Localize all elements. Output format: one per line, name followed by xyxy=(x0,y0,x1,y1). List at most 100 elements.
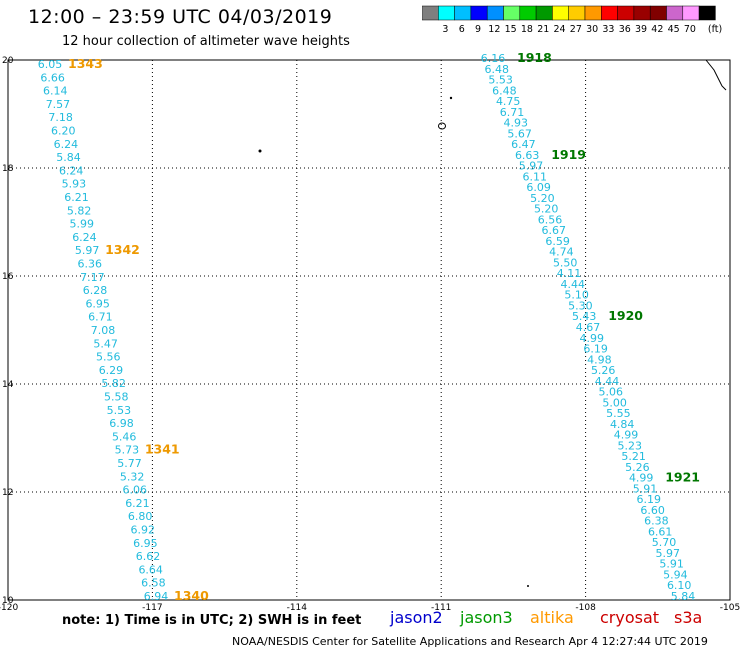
swh-label-jason3: 5.20 xyxy=(530,192,555,205)
swh-label-altika: 6.06 xyxy=(123,484,148,497)
time-label-altika: 1341 xyxy=(145,442,180,457)
time-label-altika: 1342 xyxy=(105,242,140,257)
swh-label-jason3: 5.67 xyxy=(507,127,532,140)
map-subtitle: 12 hour collection of altimeter wave hei… xyxy=(62,34,350,49)
map-frame xyxy=(7,59,731,601)
swh-label-jason3: 5.53 xyxy=(488,74,513,87)
legend-jason2: jason2 xyxy=(390,608,443,627)
legend-jason3: jason3 xyxy=(460,608,513,627)
swh-label-jason3: 5.50 xyxy=(553,256,578,269)
units-note: note: 1) Time is in UTC; 2) SWH is in fe… xyxy=(62,613,362,628)
swh-label-jason3: 6.56 xyxy=(538,213,563,226)
colorbar-tick-label: 27 xyxy=(570,24,582,35)
lat-tick-label: 20 xyxy=(2,56,14,66)
lat-tick-label: 14 xyxy=(2,380,14,390)
swh-label-jason3: 5.43 xyxy=(572,310,597,323)
lon-tick-label: -108 xyxy=(575,603,596,610)
swh-label-jason3: 6.47 xyxy=(511,138,536,151)
colorbar-tick-label: 39 xyxy=(635,24,647,35)
swh-label-jason3: 4.93 xyxy=(504,117,529,130)
swh-label-jason3: 6.11 xyxy=(523,170,548,183)
colorbar-tick-label: 45 xyxy=(668,24,680,35)
swh-label-altika: 5.82 xyxy=(67,204,92,217)
swh-label-jason3: 5.21 xyxy=(621,450,646,463)
swh-label-jason3: 5.10 xyxy=(564,289,589,302)
swh-label-jason3: 5.70 xyxy=(652,536,677,549)
swh-label-jason3: 4.99 xyxy=(580,332,605,345)
swh-label-altika: 6.20 xyxy=(51,125,76,138)
legend-altika: altika xyxy=(530,608,574,627)
swh-label-altika: 5.53 xyxy=(107,404,132,417)
legend-s3a: s3a xyxy=(674,608,703,627)
swh-label-jason3: 5.23 xyxy=(618,439,643,452)
time-label-altika: 1340 xyxy=(174,588,209,603)
swh-label-altika: 6.95 xyxy=(133,537,158,550)
swh-label-jason3: 5.55 xyxy=(606,407,631,420)
swh-label-jason3: 4.67 xyxy=(576,321,601,334)
swh-label-jason3: 5.97 xyxy=(656,547,681,560)
swh-label-altika: 6.24 xyxy=(54,138,79,151)
swh-label-jason3: 5.06 xyxy=(599,386,624,399)
swh-label-altika: 6.62 xyxy=(136,550,161,563)
colorbar-tick-label: 33 xyxy=(602,24,614,35)
swh-label-altika: 6.66 xyxy=(40,71,65,84)
swh-label-jason3: 6.48 xyxy=(492,84,517,97)
colorbar-tick-label: 12 xyxy=(488,24,500,35)
swh-label-altika: 5.73 xyxy=(115,444,140,457)
colorbar-unit: (ft) xyxy=(708,24,722,35)
colorbar-tick-label: 15 xyxy=(505,24,517,35)
swh-label-jason3: 6.09 xyxy=(526,181,551,194)
swh-label-jason3: 5.97 xyxy=(519,160,544,173)
time-label-jason3: 1918 xyxy=(517,50,552,65)
swh-label-altika: 6.58 xyxy=(141,577,166,590)
colorbar-tick-label: 36 xyxy=(619,24,631,35)
lat-tick-label: 16 xyxy=(2,272,14,282)
swh-label-altika: 5.93 xyxy=(62,178,87,191)
swh-label-jason3: 5.91 xyxy=(633,482,658,495)
swh-label-altika: 6.24 xyxy=(59,164,84,177)
swh-label-jason3: 6.10 xyxy=(667,579,692,592)
island-dot xyxy=(527,585,529,587)
swh-label-altika: 6.80 xyxy=(128,510,153,523)
swh-label-altika: 5.47 xyxy=(93,337,118,350)
swh-label-altika: 6.29 xyxy=(99,364,124,377)
lon-tick-label: -120 xyxy=(0,603,18,610)
swh-label-jason3: 5.30 xyxy=(568,299,593,312)
island-dot xyxy=(258,149,262,153)
colorbar-tick-label: 3 xyxy=(442,24,448,35)
colorbar-tick-label: 42 xyxy=(651,24,663,35)
swh-label-altika: 5.58 xyxy=(104,391,129,404)
lon-tick-label: -114 xyxy=(287,603,308,610)
swh-label-jason3: 5.00 xyxy=(602,396,627,409)
swh-label-altika: 6.98 xyxy=(109,417,134,430)
swh-label-altika: 6.21 xyxy=(64,191,89,204)
colorbar-tick-label: 6 xyxy=(459,24,465,35)
colorbar-tick-label: 21 xyxy=(537,24,549,35)
swh-label-altika: 5.82 xyxy=(101,377,126,390)
swh-label-altika: 6.71 xyxy=(88,311,113,324)
swh-label-jason3: 4.44 xyxy=(561,278,586,291)
swh-label-jason3: 4.99 xyxy=(629,472,654,485)
swh-label-jason3: 6.67 xyxy=(542,224,567,237)
swh-label-altika: 5.56 xyxy=(96,351,121,364)
swh-label-altika: 5.84 xyxy=(56,151,81,164)
swh-label-jason3: 4.98 xyxy=(587,353,612,366)
island-dot xyxy=(449,96,453,100)
swh-label-jason3: 6.16 xyxy=(481,52,506,65)
swh-label-altika: 6.28 xyxy=(83,284,108,297)
swh-label-jason3: 6.63 xyxy=(515,149,540,162)
lon-tick-label: -117 xyxy=(142,603,162,610)
swh-label-jason3: 5.26 xyxy=(591,364,616,377)
swh-label-altika: 6.94 xyxy=(144,590,169,603)
swh-label-jason3: 5.94 xyxy=(663,568,688,581)
swh-label-jason3: 4.99 xyxy=(614,429,639,442)
colorbar-tick-label: 24 xyxy=(554,24,566,35)
coastline xyxy=(705,59,727,91)
swh-label-altika: 6.14 xyxy=(43,85,68,98)
swh-label-jason3: 6.48 xyxy=(485,63,510,76)
swh-label-jason3: 4.84 xyxy=(610,418,635,431)
colorbar-tick-label: 9 xyxy=(475,24,481,35)
island-outline xyxy=(438,122,446,130)
swh-label-altika: 6.64 xyxy=(138,563,163,576)
swh-label-jason3: 6.59 xyxy=(545,235,570,248)
